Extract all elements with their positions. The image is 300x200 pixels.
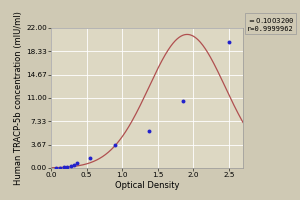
Y-axis label: Human TRACP-5b concentration (mIU/ml): Human TRACP-5b concentration (mIU/ml): [14, 11, 23, 185]
Point: [72, 163, 77, 166]
Point: [61, 166, 66, 169]
X-axis label: Optical Density: Optical Density: [115, 181, 179, 190]
Point: [75, 161, 80, 165]
Point: [64, 165, 69, 168]
Point: [112, 143, 117, 146]
Point: [54, 166, 58, 170]
Point: [88, 156, 92, 159]
Point: [57, 166, 62, 169]
Point: [68, 164, 73, 167]
Text: $ =0.1003$200
r=0.9999962: $ =0.1003$200 r=0.9999962: [247, 16, 294, 32]
Point: [147, 129, 152, 133]
Point: [180, 100, 185, 103]
Point: [226, 40, 231, 44]
